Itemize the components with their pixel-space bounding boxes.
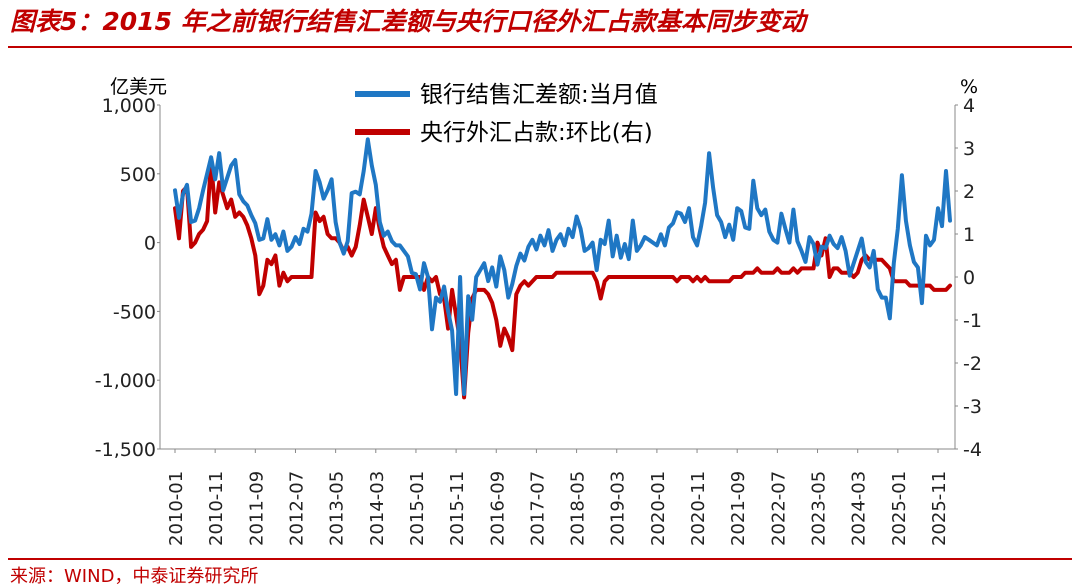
x-tick-label: 2015-11 bbox=[447, 471, 468, 546]
right-axis-unit: % bbox=[960, 76, 978, 98]
left-axis-unit: 亿美元 bbox=[110, 76, 167, 98]
x-tick-label: 2025-01 bbox=[889, 471, 910, 546]
left-tick-label: 1,000 bbox=[102, 95, 156, 117]
series-lines bbox=[173, 137, 952, 400]
right-tick-label: 4 bbox=[963, 95, 975, 117]
legend-label-blue: 银行结售汇差额:当月值 bbox=[420, 82, 658, 108]
x-tick-label: 2014-03 bbox=[367, 471, 388, 546]
left-axis-ticks: 1,000 500 0 -500 -1,000 -1,500 bbox=[95, 95, 160, 461]
right-tick-label: -2 bbox=[963, 353, 982, 375]
x-tick-label: 2018-05 bbox=[568, 471, 589, 546]
right-axis-ticks: 4 3 2 1 0 -1 -2 -3 -4 bbox=[955, 95, 982, 461]
source-note: 来源：WIND，中泰证券研究所 bbox=[10, 566, 259, 587]
x-tick-label: 2019-03 bbox=[608, 471, 629, 546]
x-tick-label: 2020-01 bbox=[648, 471, 669, 546]
x-tick-label: 2017-07 bbox=[527, 471, 548, 546]
x-axis-ticks: 2010-01 2010-11 2011-09 2012-07 2013-05 2014-… bbox=[166, 449, 950, 546]
right-tick-label: 1 bbox=[963, 224, 975, 246]
source-rule bbox=[8, 558, 1072, 560]
right-tick-label: -1 bbox=[963, 310, 982, 332]
x-tick-label: 2024-03 bbox=[849, 471, 870, 546]
right-tick-label: -3 bbox=[963, 396, 982, 418]
x-tick-label: 2025-11 bbox=[929, 471, 950, 546]
x-tick-label: 2016-09 bbox=[487, 471, 508, 546]
left-tick-label: -500 bbox=[113, 301, 156, 323]
left-tick-label: -1,500 bbox=[95, 439, 156, 461]
x-tick-label: 2010-01 bbox=[166, 471, 187, 546]
x-tick-label: 2022-07 bbox=[768, 471, 789, 546]
title-rule bbox=[8, 46, 1072, 48]
x-tick-label: 2011-09 bbox=[246, 471, 267, 546]
x-tick-label: 2023-05 bbox=[809, 471, 830, 546]
legend-label-red: 央行外汇占款:环比(右) bbox=[420, 120, 653, 146]
x-tick-label: 2012-07 bbox=[286, 471, 307, 546]
right-tick-label: 3 bbox=[963, 138, 975, 160]
x-tick-label: 2015-01 bbox=[407, 471, 428, 546]
left-tick-label: 0 bbox=[144, 233, 156, 255]
x-tick-label: 2021-09 bbox=[728, 471, 749, 546]
right-tick-label: -4 bbox=[963, 439, 982, 461]
x-tick-label: 2020-11 bbox=[688, 471, 709, 546]
legend: 银行结售汇差额:当月值 央行外汇占款:环比(右) bbox=[355, 82, 658, 146]
x-tick-label: 2013-05 bbox=[327, 471, 348, 546]
series-line-fx-reserve bbox=[173, 158, 952, 400]
left-tick-label: -1,000 bbox=[95, 370, 156, 392]
series-line-fx-settlement bbox=[173, 137, 952, 396]
chart-title: 图表5：2015 年之前银行结售汇差额与央行口径外汇占款基本同步变动 bbox=[10, 7, 806, 36]
right-tick-label: 0 bbox=[963, 267, 975, 289]
right-tick-label: 2 bbox=[963, 181, 975, 203]
left-tick-label: 500 bbox=[120, 164, 156, 186]
x-tick-label: 2010-11 bbox=[206, 471, 227, 546]
